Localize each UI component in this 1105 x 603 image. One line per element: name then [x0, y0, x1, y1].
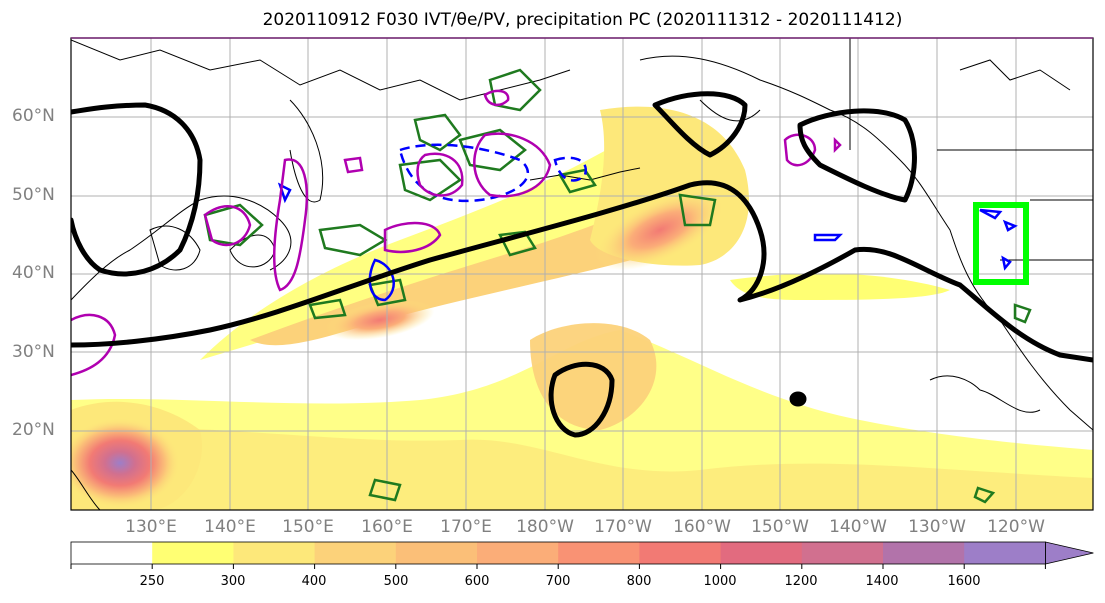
- graticule: [71, 38, 1093, 510]
- colorbar-segment: [801, 542, 884, 564]
- lon-label: 130°W: [908, 517, 966, 537]
- map-title: 2020110912 F030 IVT/θe/PV, precipitation…: [262, 10, 903, 30]
- lat-label: 50°N: [12, 185, 55, 205]
- pv-positive-contours: [203, 68, 1032, 504]
- colorbar-segment: [395, 542, 478, 564]
- colorbar-segment: [71, 542, 153, 564]
- lon-label: 150°E: [282, 517, 334, 537]
- lon-label: 150°W: [751, 517, 809, 537]
- colorbar-tick-label: 1400: [865, 574, 899, 589]
- lon-label: 160°W: [673, 517, 731, 537]
- lon-label: 160°E: [361, 517, 413, 537]
- lon-label: 130°E: [125, 517, 177, 537]
- colorbar-segment: [720, 542, 803, 564]
- lon-label: 170°E: [440, 517, 492, 537]
- colorbar-tick-label: 300: [220, 574, 246, 589]
- colorbar-segment: [558, 542, 640, 564]
- colorbar-tick-label: 1600: [947, 574, 981, 589]
- colorbar-tick-label: 800: [626, 574, 652, 589]
- colorbar-segment: [477, 542, 559, 564]
- colorbar-tick-label: 400: [301, 574, 327, 589]
- lat-label: 20°N: [12, 420, 55, 440]
- lon-label: 180°W: [516, 517, 574, 537]
- precip-pc-contours: [71, 89, 842, 377]
- colorbar-tick-label: 500: [383, 574, 409, 589]
- lat-label: 30°N: [12, 342, 55, 362]
- colorbar-tick-label: 700: [545, 574, 571, 589]
- colorbar-tick-label: 600: [464, 574, 490, 589]
- colorbar-segment: [639, 542, 722, 564]
- colorbar-tick-label: 1000: [703, 574, 737, 589]
- lat-label: 60°N: [12, 106, 55, 126]
- lat-label: 40°N: [12, 263, 55, 283]
- map-plot-area: [71, 38, 1093, 510]
- lon-label: 140°E: [204, 517, 256, 537]
- colorbar-segment: [233, 542, 316, 564]
- ivt-shading: [71, 106, 1093, 510]
- colorbar-tick-label: 250: [139, 574, 165, 589]
- colorbar-segment: [314, 542, 397, 564]
- lon-label: 120°W: [987, 517, 1045, 537]
- theta-e-contours: [71, 91, 1093, 438]
- colorbar-segment: [964, 542, 1046, 564]
- colorbar-tick-label: 1200: [784, 574, 818, 589]
- region-highlight-box: [973, 202, 1029, 285]
- colorbar: [70, 541, 1094, 569]
- colorbar-extend-arrow: [1045, 541, 1094, 565]
- lon-label: 140°W: [829, 517, 887, 537]
- lon-label: 170°W: [594, 517, 652, 537]
- colorbar-segment: [883, 542, 965, 564]
- colorbar-segment: [152, 542, 234, 564]
